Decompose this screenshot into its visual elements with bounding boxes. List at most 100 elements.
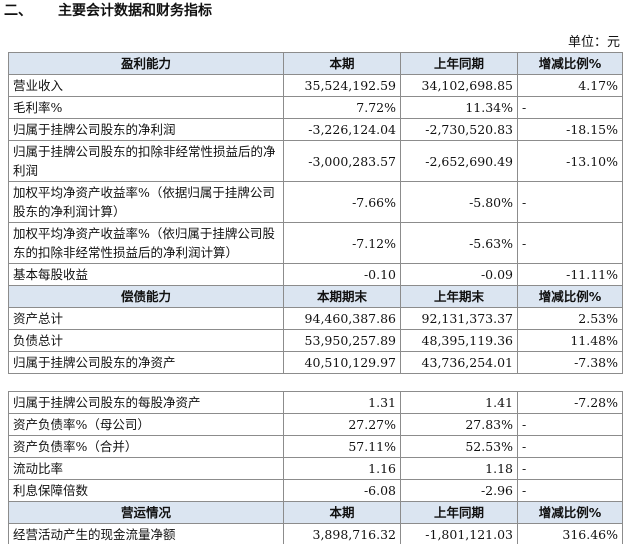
value-cell: -7.66% [283,181,401,223]
header-row: 偿债能力 本期期末 上年期末 增减比例% [8,285,623,308]
data-row: 毛利率% 7.72% 11.34% - [8,96,623,119]
value-cell: -11.11% [517,263,623,286]
data-row: 加权平均净资产收益率%（依归属于挂牌公司股东的扣除非经常性损益后的净利润计算） -… [8,222,623,264]
data-row: 流动比率 1.16 1.18- [8,457,623,480]
value-cell: 94,460,387.86 [283,307,401,330]
label-cell: 经营活动产生的现金流量净额 [8,523,284,544]
value-cell: -2,652,690.49 [400,140,518,182]
value-cell: -5.63% [400,222,518,264]
data-row: 资产总计 94,460,387.86 92,131,373.37 2.53% [8,307,623,330]
header-cell: 本期期末 [283,285,401,308]
value-cell: 52.53% [400,435,518,458]
label-cell: 加权平均净资产收益率%（依归属于挂牌公司股东的扣除非经常性损益后的净利润计算） [8,222,284,264]
header-cell: 增减比例% [517,285,623,308]
value-cell: -2.96 [400,479,518,502]
value-cell: - [517,413,623,436]
value-cell: 27.27% [283,413,401,436]
value-cell: -6.08 [283,479,401,502]
value-cell: 27.83% [400,413,518,436]
label-cell: 资产负债率%（母公司） [8,413,284,436]
unit-label: 单位：元 [567,35,620,50]
financial-table: 归属于挂牌公司股东的每股净资产 1.31 1.41 -7.28% 资产负债率%（母公司）… [8,391,623,544]
value-cell: -3,000,283.57 [283,140,401,182]
label-cell: 营业收入 [8,74,284,97]
value-cell: -3,226,124.04 [283,118,401,141]
label-cell: 归属于挂牌公司股东的每股净资产 [8,391,284,414]
data-row: 归属于挂牌公司股东的每股净资产 1.31 1.41 -7.28% [8,391,623,414]
data-row: 归属于挂牌公司股东的净资产 40,510,129.97 43,736,254.01-… [8,351,623,374]
heading: 二、 主要会计数据和财务指标 [4,0,212,20]
value-cell: 1.41 [400,391,518,414]
data-row: 负债总计 53,950,257.89 48,395,119.36 11.48% [8,329,623,352]
header-cell: 上年期末 [400,285,518,308]
header-cell: 营运情况 [8,501,284,524]
data-row: 归属于挂牌公司股东的扣除非经常性损益后的净利润 -3,000,283.57 -2,6… [8,140,623,182]
value-cell: 1.31 [283,391,401,414]
header-cell: 盈利能力 [8,52,284,75]
value-cell: 11.48% [517,329,623,352]
value-cell: 7.72% [283,96,401,119]
value-cell: - [517,96,623,119]
value-cell: - [517,435,623,458]
value-cell: 43,736,254.01 [400,351,518,374]
value-cell: - [517,479,623,502]
value-cell: 1.18 [400,457,518,480]
section-number: 二、 [4,3,32,19]
value-cell: 53,950,257.89 [283,329,401,352]
label-cell: 基本每股收益 [8,263,284,286]
value-cell: 92,131,373.37 [400,307,518,330]
header-row: 营运情况 本期 上年同期 增减比例% [8,501,623,524]
data-row: 加权平均净资产收益率%（依据归属于挂牌公司股东的净利润计算） -7.66% -5.8… [8,181,623,223]
label-cell: 毛利率% [8,96,284,119]
header-row: 盈利能力 本期 上年同期 增减比例% [8,52,623,75]
data-row: 归属于挂牌公司股东的净利润 -3,226,124.04 -2,730,520.83-… [8,118,623,141]
header-cell: 增减比例% [517,501,623,524]
value-cell: 2.53% [517,307,623,330]
header-cell: 上年同期 [400,501,518,524]
label-cell: 负债总计 [8,329,284,352]
data-row: 资产负债率%（合并） 57.11% 52.53% - [8,435,623,458]
value-cell: -7.28% [517,391,623,414]
value-cell: -2,730,520.83 [400,118,518,141]
value-cell: 316.46% [517,523,623,544]
value-cell: -7.38% [517,351,623,374]
header-cell: 本期 [283,501,401,524]
label-cell: 归属于挂牌公司股东的净资产 [8,351,284,374]
value-cell: 40,510,129.97 [283,351,401,374]
value-cell: 48,395,119.36 [400,329,518,352]
value-cell: -18.15% [517,118,623,141]
value-cell: 4.17% [517,74,623,97]
value-cell: 3,898,716.32 [283,523,401,544]
value-cell: -5.80% [400,181,518,223]
data-row: 基本每股收益 -0.10 -0.09 -11.11% [8,263,623,286]
value-cell: 1.16 [283,457,401,480]
label-cell: 流动比率 [8,457,284,480]
value-cell: - [517,181,623,223]
label-cell: 资产负债率%（合并） [8,435,284,458]
section-title: 主要会计数据和财务指标 [58,3,212,19]
value-cell: 11.34% [400,96,518,119]
label-cell: 归属于挂牌公司股东的净利润 [8,118,284,141]
value-cell: -7.12% [283,222,401,264]
value-cell: -0.10 [283,263,401,286]
data-row: 经营活动产生的现金流量净额 3,898,716.32 -1,801,121.03 31… [8,523,623,544]
header-cell: 增减比例% [517,52,623,75]
value-cell: -0.09 [400,263,518,286]
value-cell: 57.11% [283,435,401,458]
data-row: 资产负债率%（母公司） 27.27% 27.83% - [8,413,623,436]
value-cell: 34,102,698.85 [400,74,518,97]
header-cell: 本期 [283,52,401,75]
data-row: 营业收入 35,524,192.59 34,102,698.85 4.17% [8,74,623,97]
label-cell: 加权平均净资产收益率%（依据归属于挂牌公司股东的净利润计算） [8,181,284,223]
value-cell: - [517,222,623,264]
label-cell: 利息保障倍数 [8,479,284,502]
value-cell: -1,801,121.03 [400,523,518,544]
value-cell: - [517,457,623,480]
header-cell: 上年同期 [400,52,518,75]
label-cell: 资产总计 [8,307,284,330]
header-cell: 偿债能力 [8,285,284,308]
value-cell: 35,524,192.59 [283,74,401,97]
data-row: 利息保障倍数 -6.08 -2.96- [8,479,623,502]
label-cell: 归属于挂牌公司股东的扣除非经常性损益后的净利润 [8,140,284,182]
